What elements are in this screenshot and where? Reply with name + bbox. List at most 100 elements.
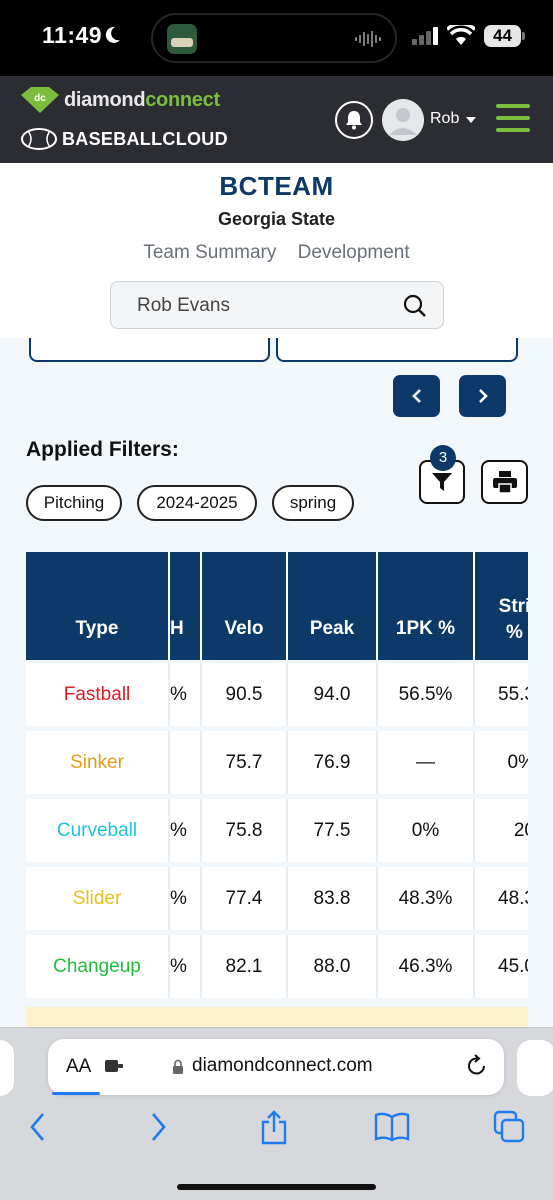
type-cell: Changeup bbox=[53, 955, 141, 977]
tab-team-summary[interactable]: Team Summary bbox=[143, 242, 277, 263]
cellular-signal-icon bbox=[412, 27, 438, 45]
column-header-peak[interactable]: Peak bbox=[309, 618, 355, 639]
velo-cell: 90.5 bbox=[225, 683, 263, 705]
lock-icon bbox=[173, 1059, 183, 1074]
table-row: Slider% 77.4 83.8 48.3% 48.3 bbox=[26, 867, 528, 930]
filter-chip[interactable]: 2024-2025 bbox=[137, 485, 257, 521]
baseballcloud-wordmark[interactable]: BASEBALLCLOUD bbox=[62, 129, 228, 149]
peak-cell: 76.9 bbox=[313, 751, 351, 773]
filter-chip[interactable]: spring bbox=[272, 485, 354, 521]
table-row: Fastball% 90.5 94.0 56.5% 55.3 bbox=[26, 663, 528, 726]
moon-icon bbox=[105, 26, 120, 43]
applied-filters-heading: Applied Filters: bbox=[26, 438, 179, 461]
column-header-strike[interactable]: Stri % bbox=[498, 596, 528, 643]
table-header-row: Type H Velo Peak 1PK % Stri % bbox=[26, 552, 528, 660]
filter-count-badge: 3 bbox=[430, 445, 456, 471]
hamburger-menu-button[interactable] bbox=[496, 104, 530, 132]
back-icon[interactable] bbox=[28, 1110, 48, 1144]
svg-text:dc: dc bbox=[34, 93, 46, 104]
strike-cell: 0% bbox=[507, 751, 528, 773]
h-cell: % bbox=[170, 819, 187, 841]
h-cell bbox=[170, 731, 200, 794]
user-menu-label[interactable]: Rob bbox=[430, 110, 460, 127]
chevron-right-icon bbox=[478, 389, 488, 403]
table-row: Changeup% 82.1 88.0 46.3% 45.0 bbox=[26, 935, 528, 998]
print-button[interactable] bbox=[481, 460, 528, 504]
search-icon[interactable] bbox=[403, 294, 427, 318]
notifications-button[interactable] bbox=[335, 101, 373, 139]
reader-settings-button[interactable]: AA bbox=[66, 1056, 92, 1077]
now-playing-app-icon bbox=[167, 24, 197, 54]
strike-cell: 48.3 bbox=[498, 887, 528, 909]
column-header-h[interactable]: H bbox=[170, 618, 184, 639]
reload-icon[interactable] bbox=[466, 1054, 488, 1078]
diamondconnect-logo-icon: dc bbox=[21, 87, 59, 113]
page-load-progress bbox=[52, 1092, 100, 1095]
column-header-type[interactable]: Type bbox=[75, 618, 119, 639]
next-button[interactable] bbox=[459, 375, 506, 417]
first-pitch-k-cell: 46.3% bbox=[398, 955, 453, 977]
h-cell: % bbox=[170, 887, 187, 909]
search-value: Rob Evans bbox=[137, 295, 230, 316]
tabs-icon[interactable] bbox=[493, 1110, 525, 1144]
type-cell: Fastball bbox=[63, 683, 131, 705]
next-tab-preview[interactable] bbox=[517, 1040, 553, 1096]
team-tabs: Team Summary Development bbox=[0, 242, 553, 264]
first-pitch-k-cell: 48.3% bbox=[398, 887, 453, 909]
type-cell: Sinker bbox=[70, 751, 124, 773]
url-text: diamondconnect.com bbox=[192, 1055, 373, 1076]
bell-icon bbox=[346, 111, 362, 130]
first-pitch-k-cell: 56.5% bbox=[398, 683, 453, 705]
filter-chip[interactable]: Pitching bbox=[26, 485, 122, 521]
user-avatar-icon bbox=[382, 99, 424, 141]
strike-cell: 55.3 bbox=[498, 683, 528, 705]
status-time: 11:49 bbox=[42, 22, 103, 48]
previous-button[interactable] bbox=[393, 375, 440, 417]
chevron-left-icon bbox=[411, 389, 421, 403]
previous-tab-preview[interactable] bbox=[0, 1040, 14, 1096]
h-cell: % bbox=[170, 955, 187, 977]
team-name: Georgia State bbox=[217, 209, 336, 229]
wifi-icon bbox=[447, 25, 475, 45]
first-pitch-k-cell: — bbox=[416, 751, 435, 773]
battery-indicator: 44 bbox=[484, 25, 525, 47]
forward-icon[interactable] bbox=[148, 1110, 168, 1144]
column-header-velo[interactable]: Velo bbox=[224, 618, 264, 639]
tab-development[interactable]: Development bbox=[297, 242, 410, 263]
peak-cell: 77.5 bbox=[313, 819, 351, 841]
dynamic-island bbox=[151, 13, 397, 63]
printer-icon bbox=[492, 471, 517, 494]
brand-primary-text: diamond bbox=[64, 89, 146, 111]
brand-accent-text: connect bbox=[145, 89, 220, 111]
baseballcloud-logo-icon bbox=[21, 128, 57, 150]
velo-cell: 75.7 bbox=[225, 751, 263, 773]
type-cell: Slider bbox=[72, 887, 122, 909]
peak-cell: 88.0 bbox=[313, 955, 351, 977]
peak-cell: 94.0 bbox=[313, 683, 351, 705]
bookmarks-icon[interactable] bbox=[374, 1110, 410, 1144]
extension-icon[interactable] bbox=[104, 1058, 124, 1074]
avatar[interactable] bbox=[382, 99, 424, 141]
chevron-down-icon[interactable] bbox=[466, 117, 476, 123]
team-logo: BCTEAM bbox=[219, 171, 334, 201]
first-pitch-k-cell: 0% bbox=[411, 819, 440, 841]
app-header bbox=[0, 76, 553, 163]
column-header-1pk[interactable]: 1PK % bbox=[395, 618, 456, 639]
address-bar[interactable]: AA diamondconnect.com bbox=[48, 1039, 504, 1095]
share-icon[interactable] bbox=[259, 1110, 289, 1146]
h-cell: % bbox=[170, 683, 187, 705]
peak-cell: 83.8 bbox=[313, 887, 351, 909]
velo-cell: 75.8 bbox=[225, 819, 263, 841]
diamondconnect-wordmark[interactable]: diamondconnect bbox=[64, 89, 220, 112]
strike-cell: 20 bbox=[513, 819, 528, 841]
audio-wave-icon bbox=[355, 31, 381, 47]
status-bar: 11:49 44 bbox=[0, 0, 553, 76]
velo-cell: 82.1 bbox=[225, 955, 263, 977]
velo-cell: 77.4 bbox=[225, 887, 263, 909]
table-row: Sinker 75.7 76.9 — 0% bbox=[26, 731, 528, 794]
player-search-input[interactable]: Rob Evans bbox=[110, 281, 444, 329]
strike-cell: 45.0 bbox=[498, 955, 528, 977]
type-cell: Curveball bbox=[56, 819, 138, 841]
pitch-metrics-table: Type H Velo Peak 1PK % Stri % Fastball% 9… bbox=[26, 552, 528, 1032]
team-panel: BCTEAM Georgia State Team Summary Develo… bbox=[0, 163, 553, 338]
